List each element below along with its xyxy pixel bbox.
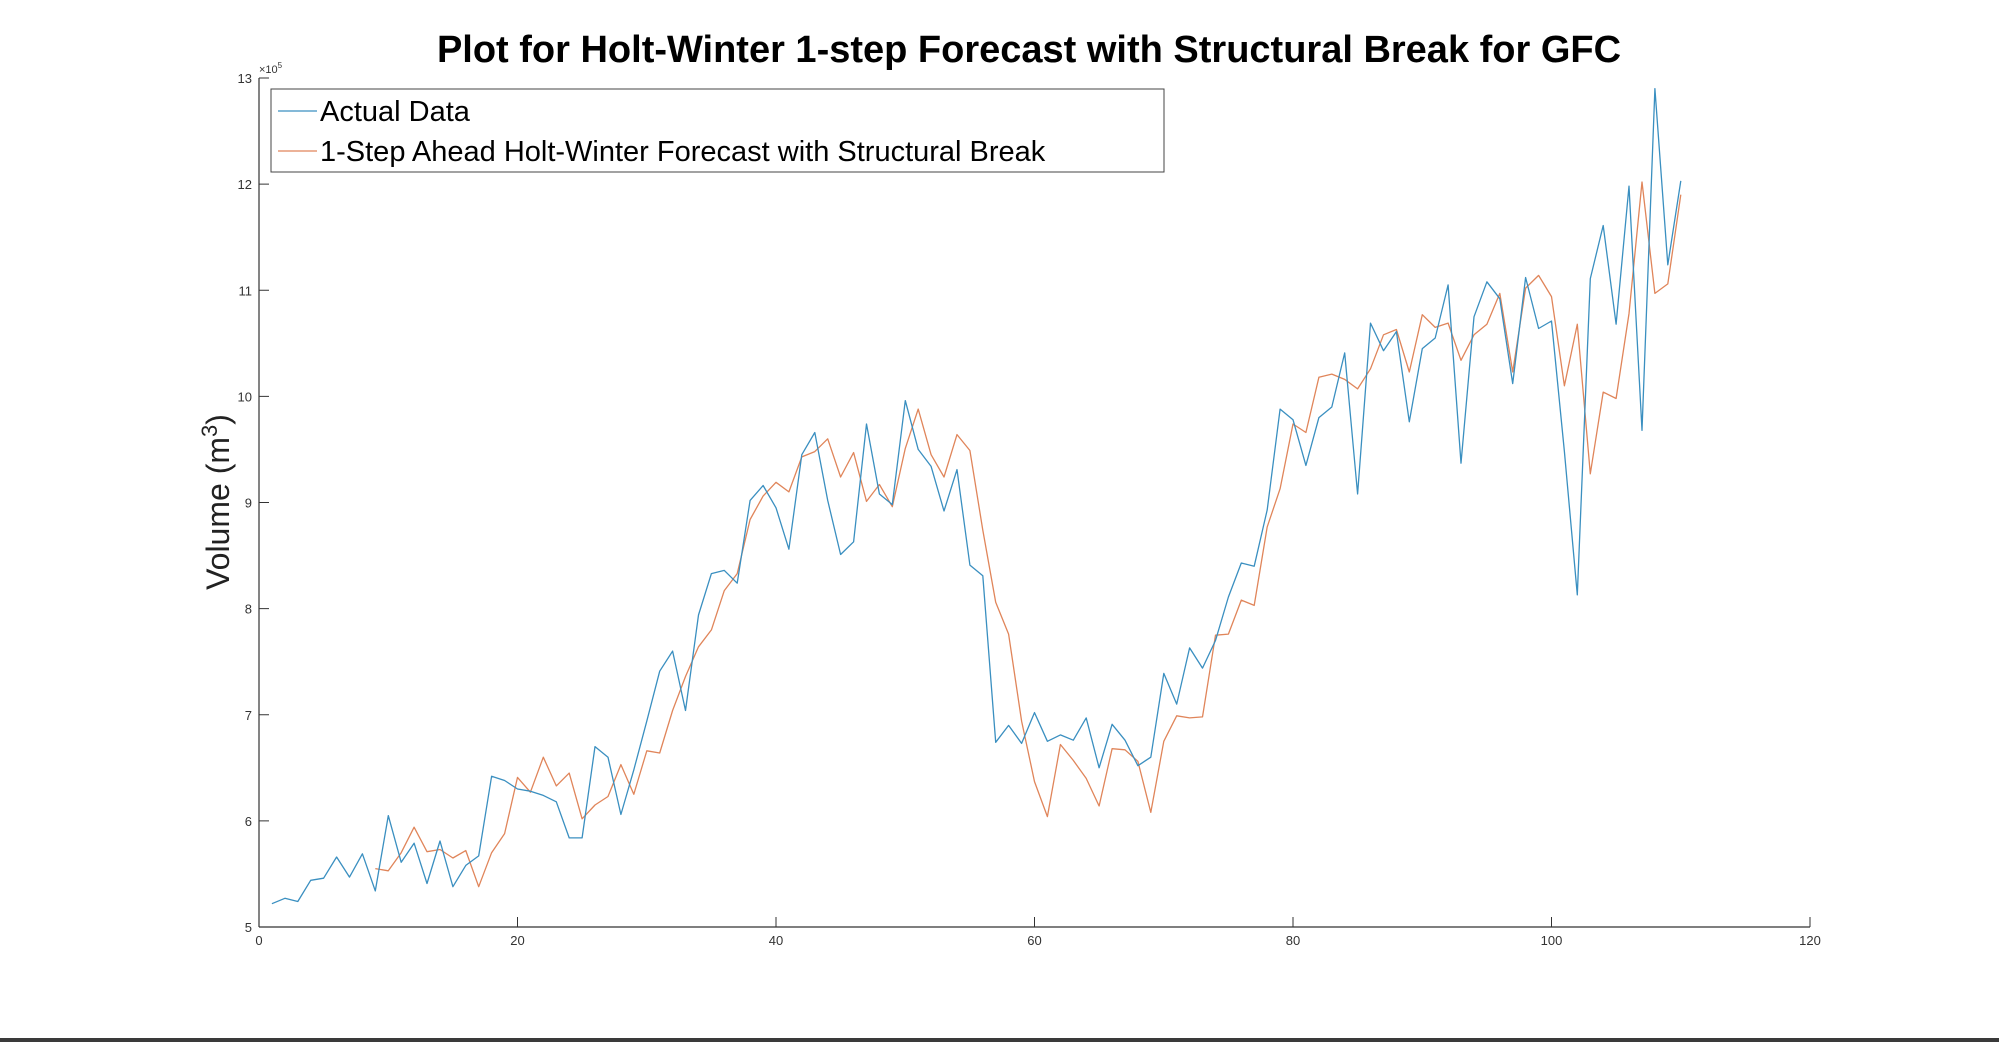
y-tick-label: 9 [245, 496, 252, 511]
y-tick-label: 8 [245, 602, 252, 617]
x-tick-group: 0 20 40 60 80 100 120 [255, 917, 1821, 948]
legend-label-forecast: 1-Step Ahead Holt-Winter Forecast with S… [320, 136, 1046, 168]
y-tick-label: 13 [238, 71, 252, 86]
y-tick-label: 5 [245, 920, 252, 935]
y-tick-label: 10 [238, 389, 252, 404]
y-tick-label: 6 [245, 814, 252, 829]
legend: Actual Data 1-Step Ahead Holt-Winter For… [270, 88, 1165, 173]
x-tick-label: 0 [255, 933, 262, 948]
x-tick-label: 80 [1286, 933, 1300, 948]
x-tick-label: 120 [1799, 933, 1821, 948]
plot-area: 0 20 40 60 80 100 120 5 6 7 8 9 10 11 12 13 [238, 71, 1821, 948]
y-tick-label: 12 [238, 177, 252, 192]
bottom-divider [0, 1038, 1999, 1042]
y-axis-label: Volume (m3) [197, 414, 236, 590]
series-layer [271, 87, 1682, 905]
x-tick-label: 100 [1541, 933, 1563, 948]
legend-box [270, 88, 1165, 173]
chart-title: Plot for Holt-Winter 1-step Forecast wit… [437, 29, 1621, 71]
y-tick-label: 7 [245, 708, 252, 723]
x-tick-label: 40 [769, 933, 783, 948]
x-tick-label: 20 [510, 933, 524, 948]
x-tick-label: 60 [1027, 933, 1041, 948]
series-line-forecast [375, 181, 1682, 888]
y-exponent-label: ×105 [259, 61, 283, 76]
series-line-actual [271, 87, 1682, 905]
legend-label-actual: Actual Data [320, 96, 471, 128]
y-tick-group: 5 6 7 8 9 10 11 12 13 [238, 71, 269, 935]
y-tick-label: 11 [239, 283, 253, 298]
